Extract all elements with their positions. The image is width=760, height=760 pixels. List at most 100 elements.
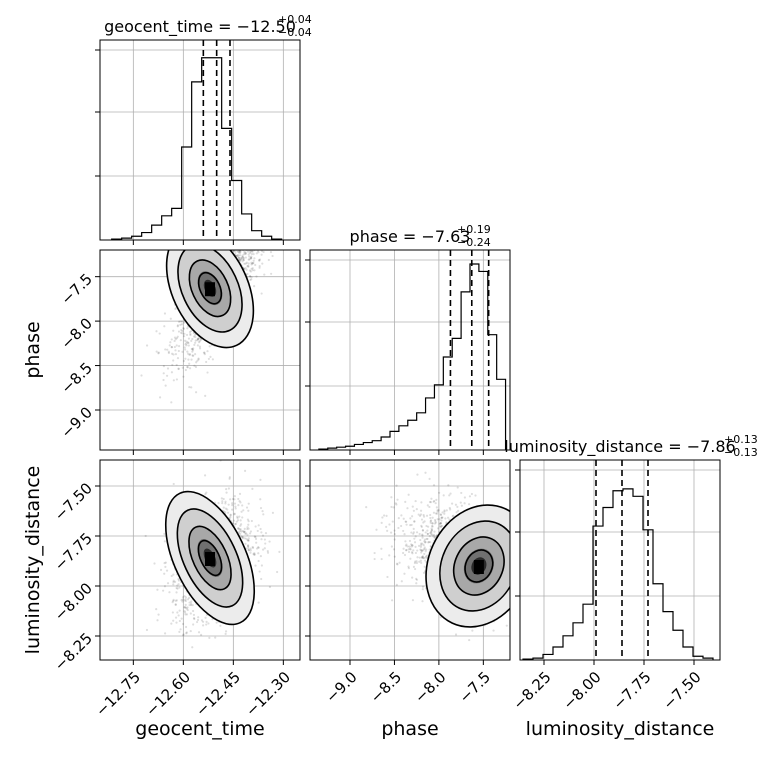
sample-point bbox=[243, 537, 246, 540]
sample-point bbox=[188, 353, 192, 356]
sample-point bbox=[432, 500, 435, 503]
sample-point bbox=[263, 547, 266, 550]
sample-point bbox=[241, 504, 244, 507]
sample-point bbox=[177, 320, 181, 323]
sample-point bbox=[419, 559, 422, 562]
sample-point bbox=[178, 586, 181, 589]
sample-point bbox=[435, 498, 438, 501]
sample-point bbox=[427, 541, 430, 544]
sample-point bbox=[413, 567, 417, 571]
sample-point bbox=[252, 252, 255, 256]
sample-point bbox=[449, 508, 452, 511]
sample-point bbox=[258, 264, 261, 268]
sample-point bbox=[431, 522, 434, 525]
sample-point bbox=[174, 599, 177, 602]
sample-point bbox=[434, 520, 437, 523]
sample-point bbox=[177, 367, 180, 370]
sample-point bbox=[429, 513, 432, 517]
sample-point bbox=[425, 555, 428, 558]
sample-point bbox=[246, 533, 249, 536]
panel-1-xtick-label: −12.45 bbox=[192, 668, 244, 720]
sample-point bbox=[246, 231, 248, 233]
sample-point bbox=[179, 339, 182, 342]
sample-point bbox=[429, 516, 432, 520]
sample-point bbox=[188, 367, 192, 370]
sample-point bbox=[181, 332, 184, 335]
sample-point bbox=[163, 572, 166, 575]
sample-point bbox=[246, 544, 250, 547]
sample-point bbox=[144, 534, 147, 538]
sample-point bbox=[512, 576, 514, 578]
sample-point bbox=[222, 237, 224, 239]
sample-point bbox=[242, 256, 245, 260]
sample-point bbox=[526, 572, 528, 574]
sample-point bbox=[191, 354, 194, 357]
sample-point bbox=[249, 247, 251, 249]
sample-point bbox=[412, 549, 415, 552]
sample-point bbox=[423, 540, 426, 543]
sample-point bbox=[256, 244, 258, 246]
sample-point bbox=[175, 337, 178, 340]
sample-point bbox=[158, 332, 161, 335]
sample-point bbox=[250, 519, 253, 523]
sample-point bbox=[409, 524, 412, 527]
sample-point bbox=[248, 233, 250, 235]
sample-point bbox=[393, 538, 396, 541]
sample-point bbox=[173, 580, 177, 583]
title-phase: phase = −7.63 +0.19 −0.24 bbox=[350, 223, 491, 249]
panel-1-ytick-label: −7.75 bbox=[51, 529, 96, 574]
sample-point bbox=[181, 350, 184, 353]
sample-point bbox=[424, 531, 427, 534]
sample-point bbox=[237, 504, 240, 507]
scatter-panel-geocent_time-luminosity_distance: −12.75−12.60−12.45−12.30−8.25−8.00−7.75−… bbox=[51, 459, 301, 720]
sample-point bbox=[505, 624, 508, 627]
sample-point bbox=[259, 527, 262, 531]
sample-point bbox=[192, 623, 195, 626]
sample-point bbox=[190, 329, 193, 333]
sample-point bbox=[241, 243, 243, 245]
sample-point bbox=[180, 617, 183, 620]
sample-point bbox=[249, 270, 252, 273]
sample-point bbox=[433, 518, 437, 522]
title-phase-sup: +0.19 bbox=[457, 223, 491, 236]
sample-point bbox=[238, 258, 241, 261]
sample-point bbox=[426, 504, 429, 507]
sample-point bbox=[419, 513, 423, 516]
sample-point bbox=[534, 586, 536, 588]
sample-point bbox=[181, 600, 184, 603]
sample-point bbox=[260, 253, 263, 256]
sample-point bbox=[197, 337, 200, 341]
sample-point bbox=[157, 351, 160, 354]
sample-point bbox=[229, 498, 232, 501]
sample-point bbox=[224, 500, 227, 503]
sample-point bbox=[174, 338, 177, 341]
sample-point bbox=[188, 353, 191, 356]
sample-point bbox=[402, 547, 405, 550]
sample-point bbox=[185, 631, 188, 634]
sample-point bbox=[245, 537, 248, 540]
sample-point bbox=[233, 231, 235, 233]
sample-point bbox=[211, 358, 214, 361]
panel-2-xtick-label: −7.5 bbox=[456, 668, 494, 706]
sample-point bbox=[474, 494, 477, 497]
sample-point bbox=[156, 588, 159, 591]
sample-point bbox=[407, 567, 410, 570]
sample-point bbox=[191, 347, 194, 351]
sample-point bbox=[253, 235, 255, 237]
sample-point bbox=[194, 341, 197, 344]
sample-point bbox=[422, 544, 425, 547]
contour-line bbox=[176, 508, 244, 608]
sample-point bbox=[195, 361, 198, 364]
sample-point bbox=[427, 540, 431, 544]
sample-point bbox=[444, 517, 447, 520]
sample-point bbox=[234, 251, 237, 255]
sample-point bbox=[224, 511, 227, 514]
sample-point bbox=[172, 329, 175, 332]
sample-point bbox=[421, 533, 424, 536]
sample-point bbox=[244, 256, 247, 259]
sample-point bbox=[431, 516, 434, 519]
sample-point bbox=[426, 532, 429, 535]
sample-point bbox=[252, 261, 255, 265]
sample-point bbox=[247, 258, 250, 261]
sample-point bbox=[413, 537, 416, 540]
